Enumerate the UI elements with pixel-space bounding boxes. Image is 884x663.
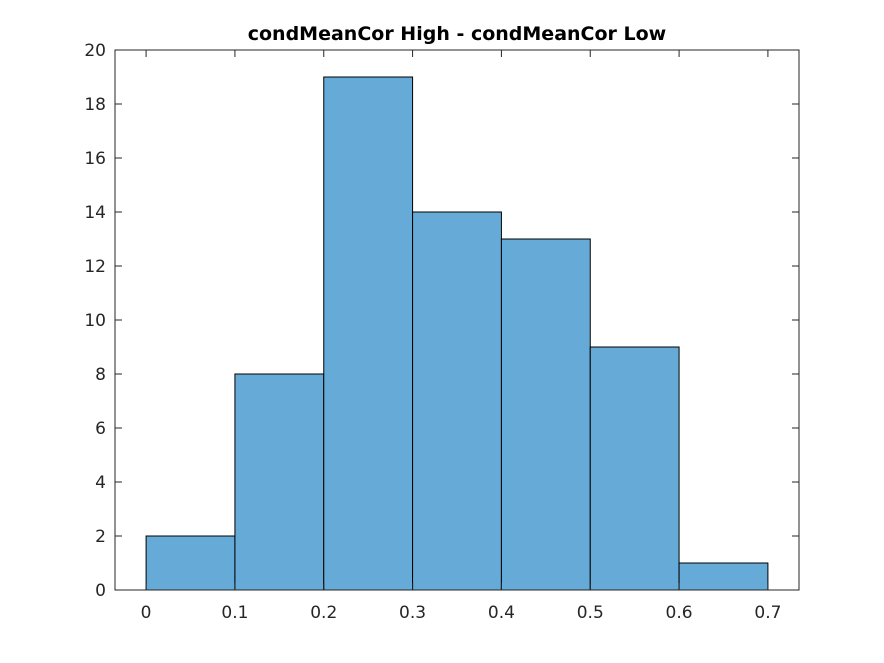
y-tick-label: 16	[84, 149, 106, 169]
y-tick-label: 12	[84, 257, 106, 277]
x-axis: 0 0.1 0.2 0.3 0.4 0.5 0.6 0.7	[141, 50, 781, 623]
x-tick-label: 0.6	[666, 603, 693, 623]
chart-title: condMeanCor High - condMeanCor Low	[248, 23, 667, 45]
histogram-bar	[500, 238, 591, 591]
y-tick-label: 20	[84, 41, 106, 61]
histogram-bar	[678, 562, 769, 591]
histogram-bar	[145, 535, 236, 591]
y-tick-label: 14	[84, 203, 106, 223]
y-tick-label: 10	[84, 311, 106, 331]
y-tick-label: 18	[84, 95, 106, 115]
histogram-bar	[589, 346, 680, 591]
histogram-bar	[323, 76, 414, 591]
x-tick-label: 0.5	[577, 603, 604, 623]
x-tick-label: 0.2	[310, 603, 337, 623]
y-tick-label: 0	[95, 581, 106, 601]
x-tick-label: 0.1	[221, 603, 248, 623]
histogram-bar	[234, 373, 325, 591]
y-tick-label: 4	[95, 473, 106, 493]
x-tick-label: 0.4	[488, 603, 515, 623]
x-tick-label: 0.7	[754, 603, 781, 623]
x-tick-label: 0.3	[399, 603, 426, 623]
x-tick-label: 0	[141, 603, 152, 623]
y-axis: 0 2 4 6 8 10 12 14 16 18 20	[84, 41, 799, 601]
histogram-bar	[412, 211, 502, 591]
y-tick-label: 2	[95, 527, 106, 547]
bars-group	[145, 76, 769, 591]
y-tick-label: 8	[95, 365, 106, 385]
y-tick-label: 6	[95, 419, 106, 439]
